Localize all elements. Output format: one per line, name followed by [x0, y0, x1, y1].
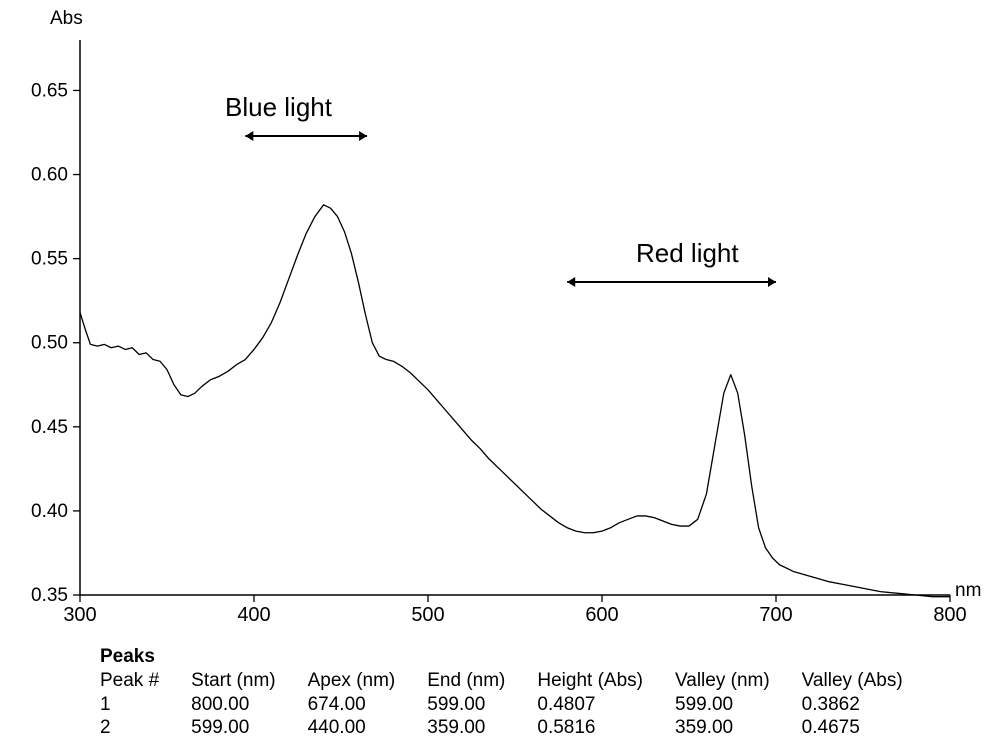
table-cell: 599.00 — [191, 716, 307, 740]
table-cell: 0.3862 — [802, 693, 935, 717]
table-cell: 0.4675 — [802, 716, 935, 740]
table-cell: 359.00 — [427, 716, 537, 740]
peaks-table-grid: Peak #Start (nm)Apex (nm)End (nm)Height … — [100, 669, 935, 740]
table-cell: 440.00 — [308, 716, 428, 740]
peaks-table-body: 1800.00674.00599.000.4807599.000.3862259… — [100, 693, 935, 741]
range-arrow-red — [0, 0, 1000, 640]
table-cell: 2 — [100, 716, 191, 740]
peaks-table-col-header: Valley (Abs) — [802, 669, 935, 693]
peaks-table-col-header: Height (Abs) — [537, 669, 675, 693]
peaks-table-col-header: Peak # — [100, 669, 191, 693]
peaks-table-col-header: Valley (nm) — [675, 669, 802, 693]
table-row: 2599.00440.00359.000.5816359.000.4675 — [100, 716, 935, 740]
table-cell: 599.00 — [675, 693, 802, 717]
table-row: 1800.00674.00599.000.4807599.000.3862 — [100, 693, 935, 717]
peaks-table-title: Peaks — [100, 645, 935, 669]
table-cell: 359.00 — [675, 716, 802, 740]
table-cell: 0.5816 — [537, 716, 675, 740]
page-root: { "chart": { "type": "line", "y_axis_tit… — [0, 0, 1000, 741]
peaks-table-col-header: Apex (nm) — [308, 669, 428, 693]
peaks-table-header-row: Peak #Start (nm)Apex (nm)End (nm)Height … — [100, 669, 935, 693]
table-cell: 599.00 — [427, 693, 537, 717]
table-cell: 1 — [100, 693, 191, 717]
table-cell: 674.00 — [308, 693, 428, 717]
peaks-table-col-header: End (nm) — [427, 669, 537, 693]
peaks-table: Peaks Peak #Start (nm)Apex (nm)End (nm)H… — [100, 645, 935, 740]
peaks-table-col-header: Start (nm) — [191, 669, 307, 693]
table-cell: 800.00 — [191, 693, 307, 717]
table-cell: 0.4807 — [537, 693, 675, 717]
